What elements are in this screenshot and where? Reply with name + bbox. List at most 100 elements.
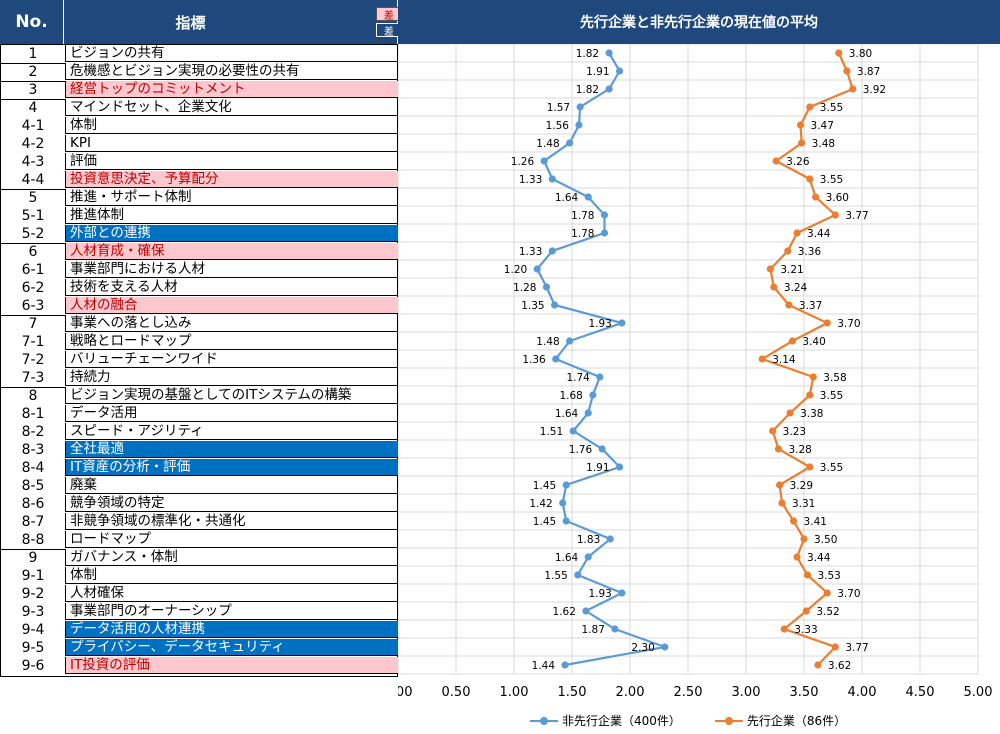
data-point-non-leading [533,265,541,273]
data-point-leading [806,103,814,111]
data-point-non-leading [661,643,669,651]
data-point-non-leading [574,571,582,579]
data-point-leading [849,85,857,93]
data-point-non-leading [618,319,626,327]
legend-label-non-leading: 非先行企業（400件） [562,714,681,728]
data-point-leading [788,337,796,345]
indicator-label: ビジョンの共有 [65,45,398,62]
data-label-non-leading: 1.68 [559,390,582,402]
table-row: 2 危機感とビジョン実現の必要性の共有 [1,63,399,81]
table-row: 7 事業への落とし込み [1,315,399,333]
indicator-label: ガバナンス・体制 [65,549,398,566]
data-label-non-leading: 1.55 [544,570,567,582]
table-row: 9 ガバナンス・体制 [1,549,399,567]
table-row: 9-2 人材確保 [1,585,399,603]
x-tick-label: 5.00 [964,685,993,700]
indicator-label: 経営トップのコミットメント [65,81,398,98]
data-label-leading: 3.58 [823,372,846,384]
data-point-leading [831,211,839,219]
x-tick-label: 3.00 [732,685,761,700]
data-point-leading [774,445,783,453]
data-label-non-leading: 1.82 [576,84,599,96]
table-row: 4-1 体制 [1,117,399,135]
data-label-leading: 3.77 [845,642,868,654]
data-label-leading: 3.52 [816,606,839,618]
data-label-leading: 3.44 [807,552,831,564]
data-point-leading [806,175,814,183]
indicator-table: 1 ビジョンの共有 2 危機感とビジョン実現の必要性の共有 3 経営トップのコミットメント… [0,44,398,677]
data-point-non-leading [605,85,613,93]
table-row: 9-4 データ活用の人材連携 [1,621,399,639]
data-point-leading [835,49,843,57]
data-label-non-leading: 1.20 [504,264,527,276]
data-label-leading: 3.37 [799,300,822,312]
data-point-leading [785,301,793,309]
data-label-non-leading: 1.36 [522,354,546,366]
data-label-non-leading: 1.64 [555,408,579,420]
data-point-leading [776,481,784,489]
legend-item-non-leading: 非先行企業（400件） [530,712,681,729]
data-label-non-leading: 1.56 [546,120,570,132]
data-label-non-leading: 1.48 [536,336,559,348]
row-number: 5-1 [21,208,45,224]
x-tick-label: 4.00 [848,685,877,700]
data-label-non-leading: 1.45 [533,516,556,528]
indicator-label: 事業部門における人材 [65,261,398,278]
data-label-leading: 3.55 [820,174,843,186]
data-point-non-leading [605,49,613,57]
indicator-label: KPI [65,135,398,152]
data-point-leading [796,121,805,129]
data-point-non-leading [606,535,614,543]
table-row: 8-8 ロードマップ [1,531,399,549]
data-label-non-leading: 1.93 [588,588,611,600]
data-label-leading: 3.26 [786,156,810,168]
data-label-non-leading: 1.62 [553,606,576,618]
data-point-non-leading [589,391,597,399]
data-label-leading: 3.62 [828,660,851,672]
data-label-leading: 3.33 [794,624,817,636]
table-row: 3 経営トップのコミットメント [1,81,399,99]
data-label-leading: 3.48 [812,138,835,150]
row-number: 8-2 [21,424,45,440]
data-label-non-leading: 1.74 [566,372,590,384]
table-row: 9-3 事業部門のオーナーシップ [1,603,399,621]
row-number: 6 [28,244,38,260]
data-point-non-leading [548,175,556,183]
legend-label-leading: 先行企業（86件） [746,714,847,728]
no-header-text: No. [15,12,48,32]
data-label-leading: 3.80 [849,48,872,60]
data-label-non-leading: 1.83 [577,534,600,546]
data-label-leading: 3.36 [798,246,822,258]
data-label-non-leading: 1.57 [547,102,570,114]
table-row: 8-7 非競争領域の標準化・共通化 [1,513,399,531]
row-number: 6-1 [21,262,45,278]
indicator-label: スピード・アジリティ [65,423,398,440]
data-point-non-leading [596,373,604,381]
table-row: 9-5 プライバシー、データセキュリティ [1,639,399,657]
data-point-leading [806,391,814,399]
indicator-label: 競争領域の特定 [65,495,398,512]
data-point-non-leading [559,499,567,507]
x-tick-label: 1.50 [558,685,587,700]
data-point-leading [803,571,812,579]
indicator-label: マインドセット、企業文化 [65,99,398,116]
table-row: 6-3 人材の融合 [1,297,399,315]
data-label-leading: 3.24 [784,282,808,294]
row-number: 4-2 [21,136,45,152]
row-number: 9 [28,550,38,566]
data-point-leading [812,193,820,201]
row-number: 2 [28,64,38,80]
data-point-leading [800,535,808,543]
row-number: 5-2 [21,226,45,242]
data-point-leading [802,607,810,615]
indicator-label: 評価 [65,153,398,170]
data-label-leading: 3.55 [820,102,843,114]
data-point-leading [793,553,801,561]
data-point-non-leading [575,121,583,129]
indicator-label: 外部との連携 [65,225,398,242]
table-row: 8-1 データ活用 [1,405,399,423]
data-point-non-leading [615,67,624,75]
table-row: 7-2 バリューチェーンワイド [1,351,399,369]
table-row: 8-4 IT資産の分析・評価 [1,459,399,477]
row-number: 8 [28,388,38,404]
